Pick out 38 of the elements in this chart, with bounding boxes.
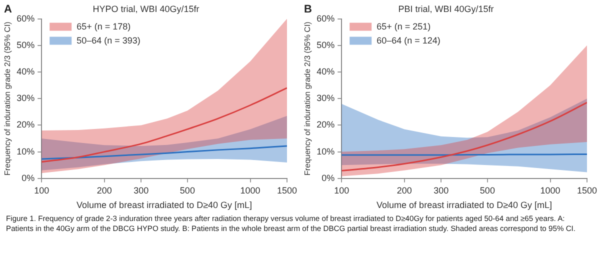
x-tick-label: 100 (34, 185, 50, 196)
y-tick-label: 0% (22, 172, 35, 183)
y-tick-label: 0% (322, 172, 335, 183)
text: A (4, 4, 12, 16)
y-tick-label: 60% (16, 13, 35, 24)
y-tick-label: 30% (16, 93, 35, 104)
y-axis-title: Frequency of induration grade 2/3 (95% CI) (303, 21, 312, 176)
chart-title: HYPO trial, WBI 40Gy/15fr (92, 4, 200, 14)
x-tick-label: 1000 (540, 185, 560, 196)
chart-title: PBI trial, WBI 40Gy/15fr (398, 4, 494, 14)
x-tick-label: 500 (180, 185, 195, 196)
y-tick-label: 20% (316, 120, 335, 130)
y-tick-label: 50% (316, 40, 335, 50)
y-tick-label: 20% (16, 120, 35, 130)
y-tick-label: 60% (316, 13, 335, 24)
y-tick-label: 10% (316, 146, 335, 156)
x-tick-label: 200 (396, 185, 412, 196)
x-tick-label: 300 (134, 185, 149, 196)
y-tick-label: 30% (316, 93, 335, 104)
y-tick-label: 50% (16, 40, 35, 50)
y-tick-label: 40% (16, 66, 35, 76)
x-tick-label: 200 (96, 185, 112, 196)
x-axis-title: Volume of breast irradiated to D≥40 Gy [mL] (376, 200, 552, 210)
x-tick-label: 1500 (576, 185, 598, 196)
legend-label: 60–64 (n = 124) (376, 35, 440, 46)
x-tick-label: 1000 (240, 185, 260, 196)
x-tick-label: 500 (480, 185, 495, 196)
y-tick-label: 10% (16, 146, 35, 156)
x-tick-label: 100 (334, 185, 350, 196)
x-tick-label: 1500 (276, 185, 298, 196)
legend-label: 50–64 (n = 393) (76, 35, 140, 46)
legend-label: 65+ (n = 178) (76, 21, 131, 32)
y-tick-label: 40% (316, 66, 335, 76)
x-tick-label: 300 (434, 185, 449, 196)
x-axis-title: Volume of breast irradiated to D≥40 Gy [mL] (76, 200, 252, 210)
text: B (304, 4, 312, 16)
legend-label: 65+ (n = 251) (376, 21, 431, 32)
y-axis-title: Frequency of induration grade 2/3 (95% CI) (3, 21, 12, 176)
